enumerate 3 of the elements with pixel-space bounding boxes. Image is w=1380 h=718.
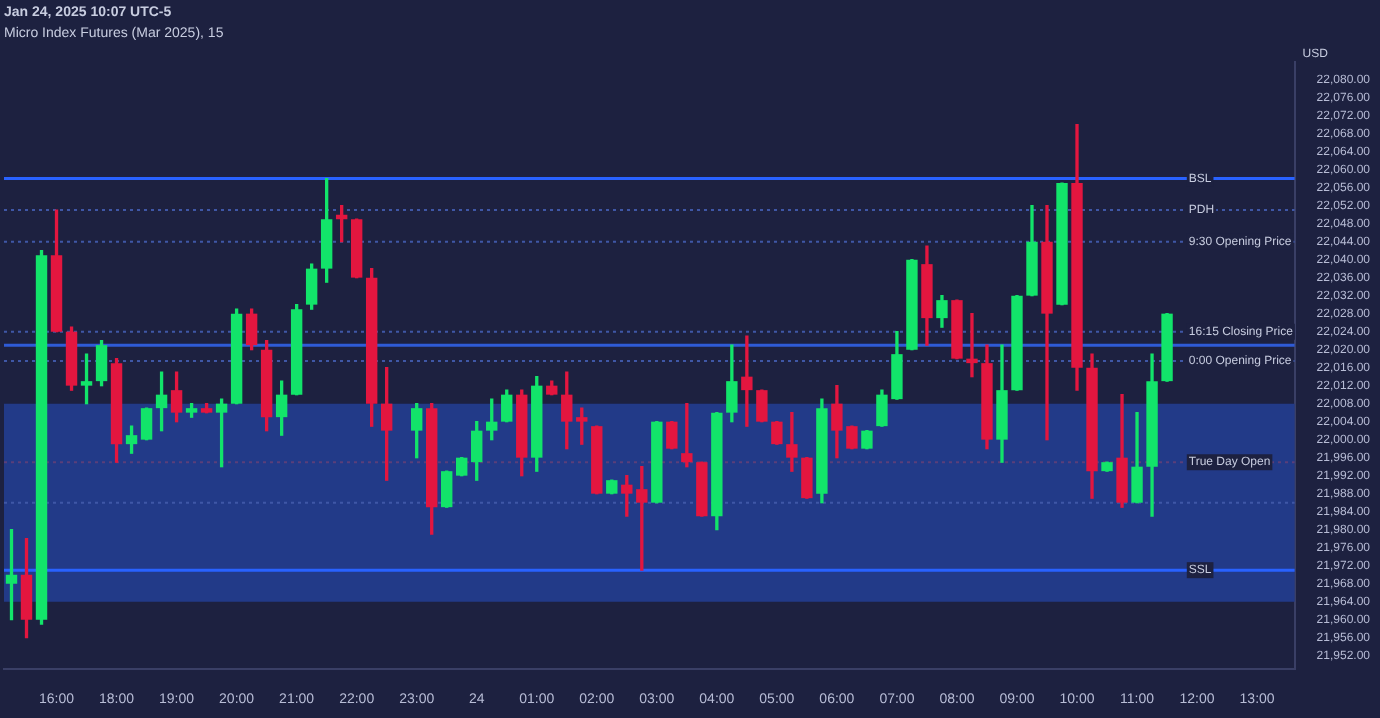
candlestick — [786, 412, 798, 472]
candlestick — [741, 335, 753, 427]
candlestick — [966, 312, 978, 378]
